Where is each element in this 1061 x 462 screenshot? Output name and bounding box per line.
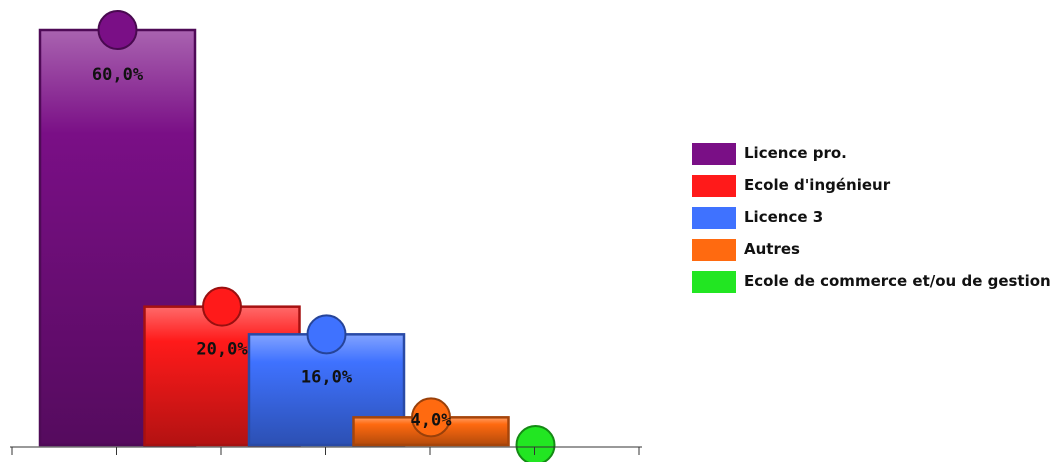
legend-swatch [692,207,736,229]
legend-swatch [692,175,736,197]
legend-label: Licence pro. [744,144,847,162]
legend-label: Autres [744,240,800,258]
legend: Licence pro. Ecole d'ingénieur Licence 3… [692,142,1061,302]
bars-group: 60,0% 20,0% 16,0% 4,0% [38,10,556,462]
legend-item-autres: Autres [692,238,1061,261]
x-axis [10,446,642,455]
data-label: 20,0% [196,340,248,360]
legend-item-licence-3: Licence 3 [692,206,1061,229]
legend-label: Ecole d'ingénieur [744,176,891,194]
data-label: 16,0% [301,367,353,387]
legend-swatch [692,143,736,165]
bar-marker [97,10,138,50]
bar-marker [306,314,347,355]
legend-item-ecole-commerce: Ecole de commerce et/ou de gestion [692,270,1061,293]
data-label: 60,0% [92,65,144,85]
legend-swatch [692,239,736,261]
bar-chart: 60,0% 20,0% 16,0% 4,0% [10,10,642,462]
legend-label: Licence 3 [744,208,824,226]
bar-marker [202,286,242,327]
legend-label: Ecole de commerce et/ou de gestion [744,272,1051,290]
bar-marker [411,397,451,438]
legend-item-licence-pro: Licence pro. [692,142,1061,165]
legend-item-ecole-ingenieur: Ecole d'ingénieur [692,174,1061,197]
bar-marker [515,425,556,462]
data-label: 4,0% [411,410,453,430]
legend-swatch [692,271,736,293]
